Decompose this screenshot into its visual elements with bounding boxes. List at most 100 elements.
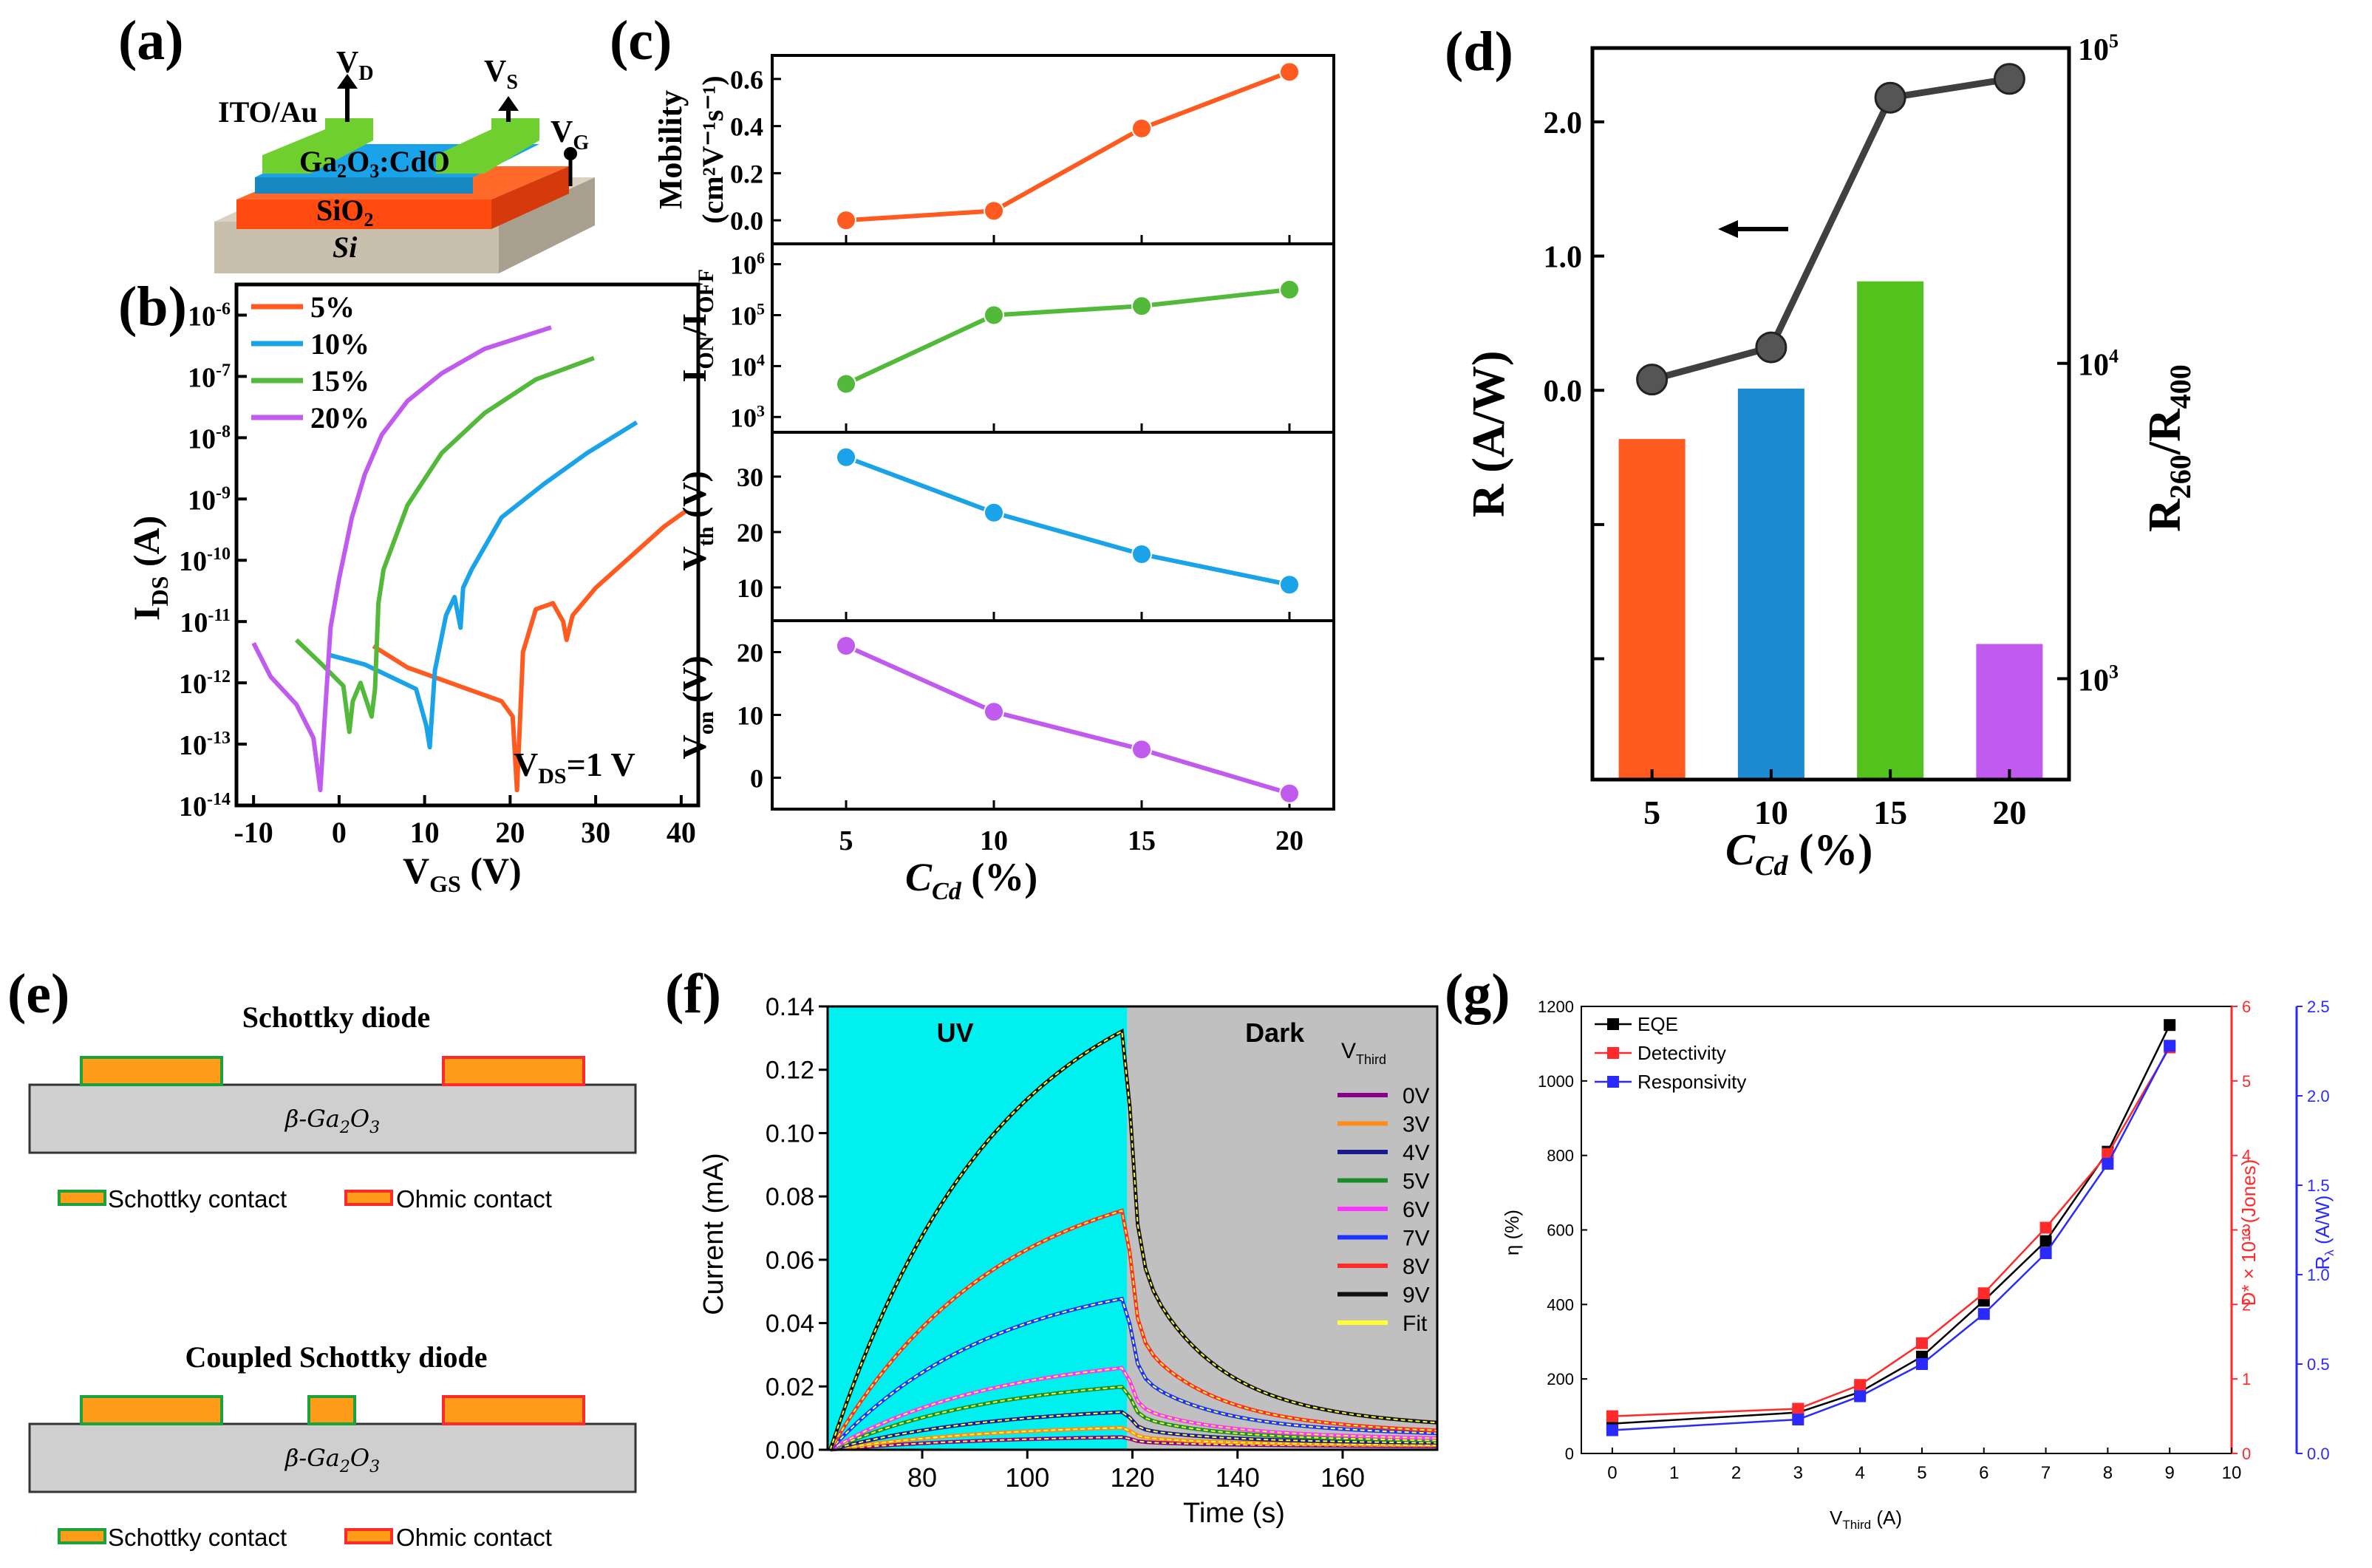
panel-c-point-ION/IOFF: [836, 373, 856, 395]
bottom-legend-schottky-swatch: [58, 1528, 106, 1544]
bottom-substrate-label: β-Ga2O3: [284, 1444, 380, 1476]
panel-f-fit-6V: [830, 1367, 1438, 1451]
panel-b-x-tick-label: 10: [410, 816, 440, 849]
panel-d-x-tick-label: 10: [1754, 794, 1788, 831]
panel-b-legend-label: 5%: [310, 290, 355, 324]
panel-c-line-ION/IOFF: [845, 287, 1290, 386]
si-substrate-front: [214, 222, 499, 273]
panel-b-y-tick-label: 10-10: [179, 545, 231, 577]
panel-g-left-axis-label: η (%): [1501, 1210, 1523, 1255]
bottom-legend-ohmic-swatch: [344, 1528, 393, 1544]
panel-f-y-tick-label: 0.02: [766, 1373, 814, 1401]
panel-c-Von-axis-label: Von (V): [675, 655, 718, 759]
sio2-layer-side: [491, 166, 569, 229]
film-label: Ga2O3:CdO: [299, 145, 450, 182]
panel-g-right1-axis-label: D* × 10¹³ (Jones): [2238, 1159, 2260, 1306]
panel-c-point-Vth: [984, 502, 1004, 523]
panel-f-dark-region: [1127, 1006, 1437, 1450]
panel-f-legend-label: 9V: [1403, 1284, 1430, 1308]
panel-c-x-tick-label: 5: [839, 825, 853, 856]
si-substrate-side: [499, 177, 595, 273]
panel-b-x-tick-label: 30: [581, 816, 610, 849]
top-schottky-pad: [80, 1056, 223, 1086]
panel-g-marker-Detectivity: [2039, 1221, 2052, 1234]
panel-d-responsivity-point: [1636, 364, 1669, 396]
panel-b-series-line-20%: [251, 325, 552, 793]
panel-b-y-tick-label: 10-14: [179, 790, 231, 822]
panel-g-marker-Responsivity: [1854, 1390, 1867, 1402]
panel-f-legend-label: 8V: [1403, 1255, 1430, 1279]
sio2-label: SiO2: [316, 194, 373, 231]
panel-c-y-tick-label-Mobility: 0.6: [730, 65, 763, 95]
panel-f-y-tick-label: 0.14: [766, 993, 814, 1021]
vs-arrow-head: [498, 96, 519, 111]
panel-d-x-axis-label: CCd (%): [1725, 825, 1872, 882]
panel-c-point-Vth: [1131, 544, 1152, 565]
panel-g-right2-tick-label: 1.5: [2307, 1176, 2330, 1195]
panel-g-marker-Responsivity: [2039, 1247, 2052, 1259]
panel-c-point-ION/IOFF: [1131, 296, 1152, 317]
panel-g-x-tick-label: 8: [2103, 1463, 2113, 1483]
panel-g-x-tick-label: 10: [2222, 1463, 2242, 1483]
panel-g-line-Detectivity: [1612, 1046, 2171, 1417]
panel-d-right-tick-label: 103: [2078, 661, 2119, 698]
panel-c-point-Von: [1279, 783, 1300, 804]
panel-g-right2-tick-label: 0.5: [2307, 1355, 2330, 1374]
panel-label-d: (d): [1445, 21, 1513, 83]
panel-c-point-Vth: [1279, 574, 1300, 596]
panel-d-bar-20: [1976, 644, 2043, 780]
panel-c-x-tick-label: 20: [1275, 825, 1303, 856]
panel-g-legend-marker: [1607, 1076, 1619, 1088]
vs-label: VS: [484, 55, 518, 94]
panel-b-y-tick-label: 10-12: [179, 667, 231, 700]
panel-b-transfer-curves: -10 0 10 20 30 40 10-14 10-13 10-12 10-11 10-10 10-…: [126, 282, 701, 897]
panel-f-series-4V: [829, 1410, 1438, 1452]
top-substrate: [28, 1083, 637, 1154]
top-legend-ohmic-label: Ohmic contact: [396, 1185, 552, 1213]
panel-g-performance: 0 1 2 3 4 5 6 7 8 9 100200400600800100012000123456…: [1501, 998, 2337, 1532]
panel-d-left-tick-label: 1.0: [1544, 241, 1583, 275]
bottom-schottky-pad-left: [80, 1395, 223, 1425]
bottom-substrate: [28, 1422, 637, 1493]
panel-g-x-tick-label: 2: [1731, 1463, 1741, 1483]
panel-c-point-Von: [1131, 739, 1152, 760]
panel-f-x-tick-label: 140: [1216, 1462, 1260, 1493]
panel-b-series-line-5%: [372, 509, 687, 793]
panel-g-right1-tick-label: 0: [2242, 1445, 2251, 1463]
panel-b-x-tick-label: -10: [234, 816, 273, 849]
panel-g-right1-tick-label: 3: [2242, 1221, 2251, 1240]
bottom-legend-schottky-label: Schottky contact: [108, 1524, 287, 1551]
panel-b-x-tick-label: 20: [495, 816, 525, 849]
panel-c-x-tick-label: 15: [1128, 825, 1156, 856]
panel-c-y-tick-label-ION/IOFF: 104: [730, 350, 765, 381]
panel-c-line-Vth: [845, 454, 1290, 587]
panel-c-y-tick-label-Von: 0: [750, 764, 763, 794]
panel-f-dark-label: Dark: [1245, 1018, 1305, 1048]
panel-b-x-tick-label: 0: [332, 816, 347, 849]
panel-g-legend-marker: [1607, 1047, 1619, 1059]
panel-b-y-tick-label: 10-7: [188, 361, 231, 393]
panel-b-y-tick-label: 10-13: [179, 729, 231, 761]
panel-c-y-tick-label-Von: 20: [737, 638, 763, 668]
panel-g-x-axis-label: VThird (A): [1830, 1507, 1902, 1532]
panel-f-x-tick-label: 160: [1320, 1462, 1365, 1493]
panel-a-device-schematic: VD VS VG ITO/Au Ga2O3:CdO SiO2 Si: [214, 46, 595, 273]
panel-g-left-tick-label: 600: [1547, 1221, 1574, 1240]
panel-b-y-tick-label: 10-11: [180, 606, 231, 638]
panel-f-legend-label: 4V: [1403, 1141, 1430, 1165]
panel-g-right2-tick-label: 0.0: [2307, 1445, 2330, 1463]
panel-d-responsivity-point: [1993, 63, 2025, 95]
panel-c-point-Mobility: [836, 210, 856, 231]
drain-contact-right: [436, 118, 539, 174]
panel-c-y-tick-label-Vth: 20: [737, 518, 763, 548]
panel-c-x-tick-label: 10: [980, 825, 1008, 856]
panel-f-y-axis-label: Current (mA): [698, 1153, 729, 1315]
panel-c-mobility-axis-units: (cm²V⁻¹s⁻¹): [696, 75, 729, 223]
si-label: Si: [333, 231, 357, 264]
panel-b-vds-annotation: VDS=1 V: [514, 746, 635, 788]
panel-f-legend-label: Fit: [1403, 1312, 1428, 1336]
panel-g-legend-label: Responsivity: [1637, 1071, 1746, 1093]
vg-label: VG: [551, 115, 589, 154]
